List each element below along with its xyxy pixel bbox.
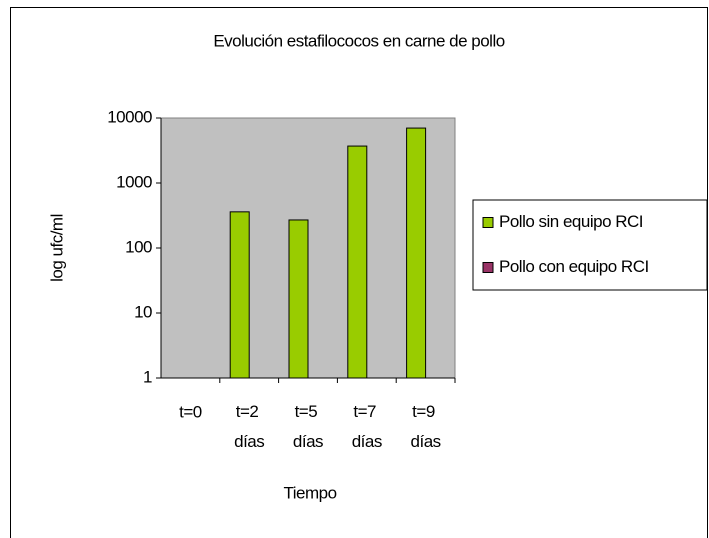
- y-tick-label: 10: [134, 302, 152, 321]
- chart-title: Evolución estafilococos en carne de poll…: [213, 31, 504, 50]
- y-tick-label: 1000: [116, 172, 152, 191]
- bar: [406, 127, 427, 379]
- x-tick-label: t=0: [179, 402, 202, 421]
- x-tick-label: t=9 días: [411, 402, 441, 451]
- legend-swatch: [482, 217, 494, 228]
- y-axis-label: log ufc/ml: [47, 214, 66, 282]
- y-tick-label: 10000: [107, 107, 152, 126]
- y-tick-label: 1: [143, 367, 152, 386]
- x-tick-label: t=7 días: [352, 402, 382, 451]
- legend-label: Pollo con equipo RCI: [499, 257, 649, 276]
- bar: [229, 211, 250, 379]
- x-tick-label: t=2 días: [234, 402, 264, 451]
- legend-label: Pollo sin equipo RCI: [499, 212, 643, 231]
- legend-swatch: [482, 262, 494, 273]
- legend-box: [472, 199, 708, 291]
- x-tick-label: t=5 días: [293, 402, 323, 451]
- bar: [347, 145, 368, 379]
- x-axis-label: Tiempo: [283, 483, 336, 502]
- y-tick-label: 100: [125, 237, 152, 256]
- bar: [288, 219, 309, 379]
